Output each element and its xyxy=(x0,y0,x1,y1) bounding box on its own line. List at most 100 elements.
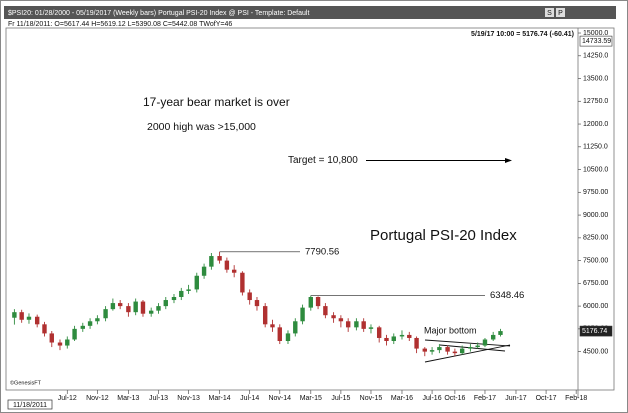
button[interactable] xyxy=(556,8,565,17)
target-label: Target = 10,800 xyxy=(288,155,358,166)
candle-body xyxy=(171,297,177,301)
candle-body xyxy=(49,333,54,343)
candle-body xyxy=(345,321,351,328)
cursor-date: 11/18/2011 xyxy=(13,402,47,409)
button-label[interactable]: S xyxy=(547,10,552,17)
candle-body xyxy=(148,310,154,314)
candle-body xyxy=(12,312,17,318)
price-tag xyxy=(579,325,613,337)
button-label[interactable]: P xyxy=(558,10,563,17)
watermark: ©GenesisFT xyxy=(10,379,42,386)
candle-body xyxy=(254,300,260,307)
y-tick-label: 8250.00 xyxy=(583,235,608,242)
candle-body xyxy=(231,269,237,273)
annotation: 2000 high was >15,000 xyxy=(147,121,256,133)
candle-body xyxy=(163,300,168,307)
candle-body xyxy=(217,256,222,261)
x-tick-label: Jul-14 xyxy=(240,395,259,402)
level-label: 6348.46 xyxy=(490,290,524,301)
y-tick-label: 15000.0 xyxy=(583,30,608,37)
status-line: 5/19/17 10:00 = 5176.74 (-60.41) xyxy=(471,31,574,38)
candle-body xyxy=(323,306,328,316)
candle-body xyxy=(475,345,480,348)
candle-body xyxy=(300,307,305,322)
y-tick-label: 7500.00 xyxy=(583,257,608,264)
level-label: 7790.56 xyxy=(305,246,339,257)
candle-body xyxy=(19,312,24,320)
candle-body xyxy=(156,306,161,311)
candle-body xyxy=(103,309,108,319)
candle-body xyxy=(498,331,503,335)
x-tick-label: Nov-13 xyxy=(177,395,200,402)
candle-body xyxy=(95,318,100,322)
candle-body xyxy=(117,303,123,307)
candle-body xyxy=(87,321,93,326)
candle-body xyxy=(399,334,405,337)
candle-body xyxy=(452,351,458,354)
candle-body xyxy=(407,334,412,338)
candle-body xyxy=(354,321,359,328)
candle-body xyxy=(429,350,435,352)
candle-body xyxy=(209,256,214,267)
x-tick-label: Jul-12 xyxy=(58,395,77,402)
candle-body xyxy=(126,306,131,313)
x-tick-label: Feb-18 xyxy=(565,395,587,402)
candle-body xyxy=(368,327,374,329)
candle-body xyxy=(308,297,313,308)
candle-body xyxy=(201,266,207,276)
x-tick-label: Jul-16 xyxy=(423,395,442,402)
candle-body xyxy=(26,316,32,320)
candle-body xyxy=(459,348,465,354)
candle-body xyxy=(277,327,282,342)
x-tick-label: Jun-17 xyxy=(505,395,527,402)
candle-body xyxy=(110,303,116,310)
x-tick-label: Nov-14 xyxy=(268,395,291,402)
candle-body xyxy=(468,347,473,349)
candle-body xyxy=(42,324,47,334)
x-tick-label: Mar-16 xyxy=(391,395,413,402)
window-title: $PSI20: 01/28/2000 - 05/19/2017 (Weekly … xyxy=(8,10,309,17)
y-tick-label: 9750.00 xyxy=(583,189,608,196)
plot-frame xyxy=(5,27,615,391)
annotation: 17-year bear market is over xyxy=(143,95,290,109)
candle-body xyxy=(34,316,40,325)
x-tick-label: Mar-13 xyxy=(117,395,139,402)
x-tick-label: Oct-16 xyxy=(444,395,465,402)
y-tick-label: 12000.0 xyxy=(583,121,608,128)
x-tick-label: Oct-17 xyxy=(536,395,557,402)
arrow-head xyxy=(505,157,512,163)
y-tick-label: 10500.0 xyxy=(583,166,608,173)
x-tick-label: Jul-15 xyxy=(331,395,350,402)
candle-body xyxy=(490,334,496,340)
title-bar xyxy=(4,6,616,19)
annotation: Major bottom xyxy=(424,325,477,335)
candle-body xyxy=(133,301,138,313)
chart-title: Portugal PSI-20 Index xyxy=(370,227,517,244)
candle-body xyxy=(384,337,389,342)
price-tag-label: 5176.74 xyxy=(582,328,607,335)
y-tick-label: 9000.00 xyxy=(583,212,608,219)
candle-body xyxy=(437,347,442,351)
y-tick-label: 6000.00 xyxy=(583,303,608,310)
x-tick-label: Mar-14 xyxy=(208,395,230,402)
candle-body xyxy=(285,333,291,342)
candle-body xyxy=(65,339,70,346)
candle-body xyxy=(338,318,344,322)
x-tick-label: Nov-15 xyxy=(360,395,383,402)
candle-body xyxy=(293,321,298,334)
x-tick-label: Mar-15 xyxy=(300,395,322,402)
candle-body xyxy=(179,290,184,298)
candle-body xyxy=(57,342,63,346)
x-tick-label: Jul-13 xyxy=(149,395,168,402)
button[interactable] xyxy=(545,8,554,17)
candle-body xyxy=(331,315,336,319)
candle-body xyxy=(445,347,450,352)
y-tick-label: 4500.00 xyxy=(583,348,608,355)
info-line: Fr 11/18/2011: O=5617.44 H=5619.12 L=539… xyxy=(8,21,232,28)
x-tick-label: Feb-17 xyxy=(474,395,496,402)
cursor-date-box xyxy=(7,399,53,410)
y-tick-label: 11250.0 xyxy=(583,144,608,151)
candle-body xyxy=(140,301,146,314)
